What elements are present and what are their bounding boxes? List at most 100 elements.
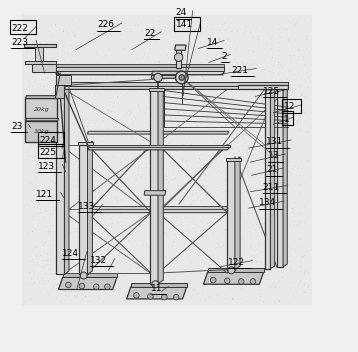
Point xyxy=(292,87,298,92)
Point xyxy=(287,25,293,31)
Point xyxy=(126,237,131,243)
Point xyxy=(209,30,214,36)
Point xyxy=(266,93,272,98)
Point xyxy=(233,201,239,206)
Point xyxy=(253,216,258,221)
Point xyxy=(43,46,49,52)
Point xyxy=(34,104,39,110)
Point xyxy=(86,259,92,265)
Point xyxy=(88,274,94,279)
Point xyxy=(114,94,120,100)
Point xyxy=(242,165,248,171)
Point xyxy=(182,158,188,164)
Point xyxy=(175,202,181,208)
Point xyxy=(285,17,291,23)
Point xyxy=(43,235,48,240)
Point xyxy=(71,292,77,297)
Point xyxy=(153,66,158,72)
Point xyxy=(35,61,41,67)
Point xyxy=(85,145,91,151)
Point xyxy=(163,77,169,82)
Point xyxy=(114,71,120,77)
Point xyxy=(48,211,53,216)
Point xyxy=(151,152,157,158)
Point xyxy=(199,65,205,70)
Point xyxy=(193,179,198,184)
Point xyxy=(149,245,154,251)
Point xyxy=(74,276,79,281)
Point xyxy=(252,57,258,63)
Point xyxy=(72,33,78,38)
Point xyxy=(178,166,184,172)
Point xyxy=(112,194,117,200)
Point xyxy=(124,151,130,157)
Point xyxy=(250,259,255,265)
Point xyxy=(51,172,57,177)
Point xyxy=(284,221,290,226)
Point xyxy=(241,296,247,302)
Point xyxy=(163,173,169,178)
Point xyxy=(300,53,306,58)
Point xyxy=(131,158,137,164)
Point xyxy=(210,231,216,237)
Polygon shape xyxy=(127,287,187,299)
Point xyxy=(267,71,272,77)
Point xyxy=(163,130,169,135)
Point xyxy=(95,86,101,92)
Point xyxy=(83,180,88,185)
Point xyxy=(211,108,216,114)
Point xyxy=(224,186,230,191)
Point xyxy=(246,100,252,106)
Point xyxy=(217,244,223,249)
Circle shape xyxy=(179,75,185,80)
Point xyxy=(297,236,303,242)
Point xyxy=(73,183,78,189)
Point xyxy=(141,52,146,57)
Point xyxy=(98,180,103,185)
Point xyxy=(47,80,52,86)
Point xyxy=(31,71,37,76)
Point xyxy=(222,92,227,98)
Point xyxy=(46,266,52,272)
Point xyxy=(302,94,308,99)
Point xyxy=(41,277,47,283)
Point xyxy=(29,74,35,79)
Point xyxy=(213,199,218,204)
Point xyxy=(146,141,152,146)
Point xyxy=(26,202,32,208)
Point xyxy=(144,246,149,251)
Point xyxy=(147,45,153,51)
Point xyxy=(73,158,79,163)
Text: 123: 123 xyxy=(38,162,55,171)
Point xyxy=(165,204,170,210)
Point xyxy=(188,175,194,180)
Text: 13: 13 xyxy=(268,151,280,160)
Point xyxy=(161,277,167,283)
Point xyxy=(57,166,63,172)
Point xyxy=(34,47,40,53)
Point xyxy=(211,215,216,221)
Point xyxy=(286,110,291,116)
Point xyxy=(211,255,217,261)
Point xyxy=(223,121,228,126)
Point xyxy=(104,158,110,164)
Point xyxy=(236,148,242,153)
Point xyxy=(236,195,242,200)
Point xyxy=(190,235,196,241)
Point xyxy=(55,62,61,68)
Point xyxy=(296,99,302,104)
Point xyxy=(199,30,205,36)
Point xyxy=(136,106,142,112)
Point xyxy=(43,270,48,276)
Point xyxy=(178,90,184,96)
Point xyxy=(61,61,67,67)
Point xyxy=(197,90,203,96)
Point xyxy=(181,215,187,221)
Point xyxy=(297,181,303,187)
Point xyxy=(122,74,128,79)
Point xyxy=(71,32,77,38)
Point xyxy=(268,139,274,145)
Point xyxy=(283,227,289,233)
Point xyxy=(156,59,162,65)
Point xyxy=(47,222,53,228)
